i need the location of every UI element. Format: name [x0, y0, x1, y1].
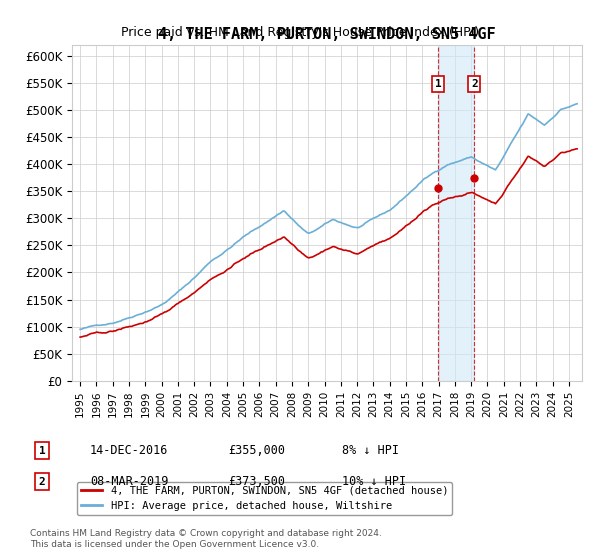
Text: 1: 1	[434, 79, 442, 89]
Text: 08-MAR-2019: 08-MAR-2019	[90, 475, 169, 488]
Text: Price paid vs. HM Land Registry's House Price Index (HPI): Price paid vs. HM Land Registry's House …	[121, 26, 479, 39]
Text: Contains HM Land Registry data © Crown copyright and database right 2024.
This d: Contains HM Land Registry data © Crown c…	[30, 529, 382, 549]
Text: 2: 2	[38, 477, 46, 487]
Text: 8% ↓ HPI: 8% ↓ HPI	[342, 444, 399, 458]
Text: 14-DEC-2016: 14-DEC-2016	[90, 444, 169, 458]
Text: 1: 1	[38, 446, 46, 456]
Legend: 4, THE FARM, PURTON, SWINDON, SN5 4GF (detached house), HPI: Average price, deta: 4, THE FARM, PURTON, SWINDON, SN5 4GF (d…	[77, 482, 452, 515]
Text: 10% ↓ HPI: 10% ↓ HPI	[342, 475, 406, 488]
Title: 4, THE FARM, PURTON, SWINDON, SN5 4GF: 4, THE FARM, PURTON, SWINDON, SN5 4GF	[158, 27, 496, 42]
Bar	[438, 45, 474, 381]
Text: £373,500: £373,500	[228, 475, 285, 488]
Text: 2: 2	[471, 79, 478, 89]
Text: £355,000: £355,000	[228, 444, 285, 458]
